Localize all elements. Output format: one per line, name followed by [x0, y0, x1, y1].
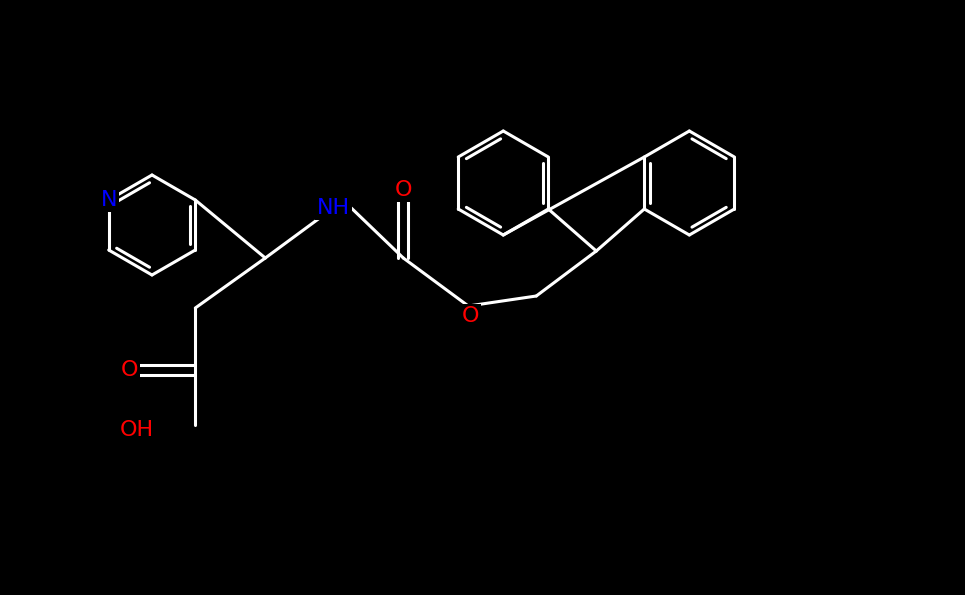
Text: NH: NH: [317, 198, 350, 218]
Text: O: O: [121, 360, 138, 380]
Text: N: N: [100, 190, 117, 210]
Text: OH: OH: [121, 420, 154, 440]
Text: O: O: [395, 180, 412, 200]
Text: O: O: [461, 306, 479, 326]
